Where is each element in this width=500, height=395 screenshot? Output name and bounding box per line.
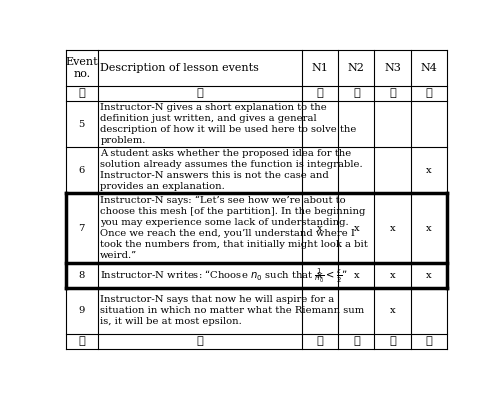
Text: N3: N3 [384, 63, 401, 73]
Text: ⋮: ⋮ [389, 88, 396, 98]
Text: ⋮: ⋮ [78, 337, 85, 346]
Text: x: x [354, 271, 359, 280]
Text: Description of lesson events: Description of lesson events [100, 63, 259, 73]
Text: N1: N1 [312, 63, 328, 73]
Text: ⋮: ⋮ [389, 337, 396, 346]
Text: ⋮: ⋮ [196, 88, 203, 98]
Text: N2: N2 [348, 63, 365, 73]
Text: ⋮: ⋮ [426, 88, 432, 98]
Text: 5: 5 [78, 120, 85, 128]
Text: Instructor-N says that now he will aspire for a
situation in which no matter wha: Instructor-N says that now he will aspir… [100, 295, 364, 326]
Text: ⋮: ⋮ [353, 88, 360, 98]
Text: x: x [426, 224, 432, 233]
Text: x: x [390, 271, 396, 280]
Text: Instructor-N gives a short explanation to the
definition just written, and gives: Instructor-N gives a short explanation t… [100, 103, 356, 145]
Text: x: x [426, 271, 432, 280]
Text: x: x [354, 224, 359, 233]
Text: 6: 6 [78, 166, 85, 175]
Text: x: x [318, 271, 323, 280]
Text: N4: N4 [420, 63, 437, 73]
Text: ⋮: ⋮ [426, 337, 432, 346]
Text: ⋮: ⋮ [316, 337, 324, 346]
Text: 9: 9 [78, 307, 85, 315]
Text: x: x [426, 166, 432, 175]
Text: ⋮: ⋮ [353, 337, 360, 346]
Text: 7: 7 [78, 224, 85, 233]
Text: 8: 8 [78, 271, 85, 280]
Text: ⋮: ⋮ [196, 337, 203, 346]
Text: Event
no.: Event no. [66, 57, 98, 79]
Text: x: x [390, 307, 396, 315]
Text: Instructor-N says: “Let’s see how we’re about to
choose this mesh [of the partit: Instructor-N says: “Let’s see how we’re … [100, 196, 368, 260]
Text: x: x [390, 224, 396, 233]
Text: A student asks whether the proposed idea for the
solution already assumes the fu: A student asks whether the proposed idea… [100, 149, 363, 191]
Text: x: x [318, 224, 323, 233]
Text: ⋮: ⋮ [78, 88, 85, 98]
Text: Instructor-N writes: “Choose $n_0$ such that $\frac{1}{n_0} < \frac{\varepsilon}: Instructor-N writes: “Choose $n_0$ such … [100, 266, 348, 285]
Text: ⋮: ⋮ [316, 88, 324, 98]
